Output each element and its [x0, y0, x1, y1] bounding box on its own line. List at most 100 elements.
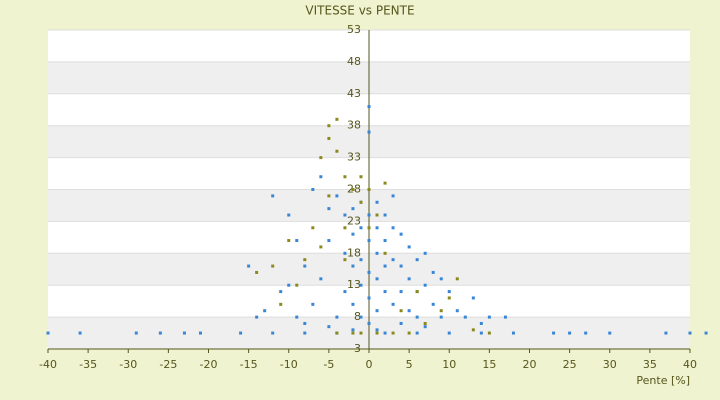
- data-point: [351, 207, 355, 211]
- data-point: [479, 321, 483, 325]
- data-point: [359, 200, 363, 204]
- data-point: [311, 188, 315, 191]
- data-point: [287, 213, 291, 217]
- data-point: [271, 331, 275, 335]
- data-point: [239, 331, 243, 335]
- data-point: [391, 331, 395, 335]
- data-point: [584, 331, 588, 335]
- data-point: [439, 309, 443, 313]
- data-point: [383, 251, 387, 255]
- data-point: [335, 149, 339, 153]
- data-point: [455, 309, 459, 313]
- data-point: [664, 331, 668, 335]
- x-tick-label: -25: [159, 358, 177, 371]
- data-point: [351, 188, 355, 191]
- data-point: [423, 283, 427, 287]
- data-point: [471, 296, 475, 300]
- y-tick-label: 43: [347, 87, 361, 100]
- data-point: [704, 331, 708, 335]
- data-point: [343, 290, 347, 294]
- data-point: [78, 331, 82, 335]
- data-point: [343, 251, 347, 255]
- data-point: [295, 283, 299, 287]
- data-point: [303, 331, 307, 335]
- data-point: [255, 270, 259, 274]
- data-point: [399, 290, 403, 294]
- data-point: [391, 194, 395, 198]
- x-tick-label: 35: [643, 358, 657, 371]
- data-point: [447, 331, 451, 335]
- data-point: [391, 226, 395, 230]
- y-tick-label: 38: [347, 119, 361, 132]
- data-point: [351, 302, 355, 306]
- data-point: [303, 258, 307, 262]
- data-point: [463, 315, 467, 319]
- data-point: [439, 315, 443, 319]
- y-tick-label: 23: [347, 214, 361, 227]
- data-point: [391, 302, 395, 306]
- data-point: [287, 283, 291, 287]
- data-point: [134, 331, 138, 335]
- data-point: [431, 270, 435, 274]
- data-point: [158, 331, 162, 335]
- data-point: [319, 156, 323, 160]
- data-point: [415, 315, 419, 319]
- data-point: [343, 258, 347, 262]
- data-point: [391, 258, 395, 262]
- data-point: [311, 226, 315, 230]
- data-point: [303, 264, 307, 268]
- data-point: [343, 213, 347, 217]
- data-point: [247, 264, 251, 268]
- data-point: [367, 296, 371, 300]
- data-point: [198, 331, 202, 335]
- data-point: [383, 290, 387, 294]
- data-point: [407, 277, 411, 281]
- data-point: [343, 226, 347, 230]
- chart-title: VITESSE vs PENTE: [305, 4, 414, 18]
- data-point: [407, 331, 411, 335]
- data-point: [295, 315, 299, 319]
- data-point: [383, 331, 387, 335]
- y-tick-label: 3: [354, 342, 361, 355]
- data-point: [688, 331, 692, 335]
- data-point: [375, 213, 379, 217]
- data-point: [375, 331, 379, 335]
- data-point: [511, 331, 515, 335]
- data-point: [383, 239, 387, 243]
- y-tick-label: 53: [347, 23, 361, 36]
- data-point: [182, 331, 186, 335]
- data-point: [351, 331, 355, 335]
- x-axis-label: Pente [%]: [636, 374, 690, 387]
- x-tick-label: 25: [563, 358, 577, 371]
- data-point: [367, 321, 371, 325]
- x-tick-label: 40: [683, 358, 697, 371]
- data-point: [399, 321, 403, 325]
- data-point: [351, 264, 355, 268]
- data-point: [375, 251, 379, 255]
- data-point: [327, 325, 331, 329]
- data-point: [447, 296, 451, 300]
- data-point: [343, 175, 347, 179]
- data-point: [415, 258, 419, 262]
- data-point: [295, 239, 299, 243]
- y-tick-label: 48: [347, 55, 361, 68]
- data-point: [423, 325, 427, 329]
- data-point: [367, 188, 371, 191]
- data-point: [375, 200, 379, 204]
- data-point: [279, 290, 283, 294]
- data-point: [255, 315, 259, 319]
- data-point: [359, 331, 363, 335]
- data-point: [375, 226, 379, 230]
- data-point: [487, 315, 491, 319]
- data-point: [351, 232, 355, 236]
- data-point: [327, 136, 331, 140]
- data-point: [407, 309, 411, 313]
- data-point: [327, 124, 331, 128]
- data-point: [351, 328, 355, 332]
- y-tick-label: 8: [354, 310, 361, 323]
- data-point: [479, 331, 483, 335]
- data-point: [367, 270, 371, 274]
- data-point: [487, 331, 491, 335]
- data-point: [359, 175, 363, 179]
